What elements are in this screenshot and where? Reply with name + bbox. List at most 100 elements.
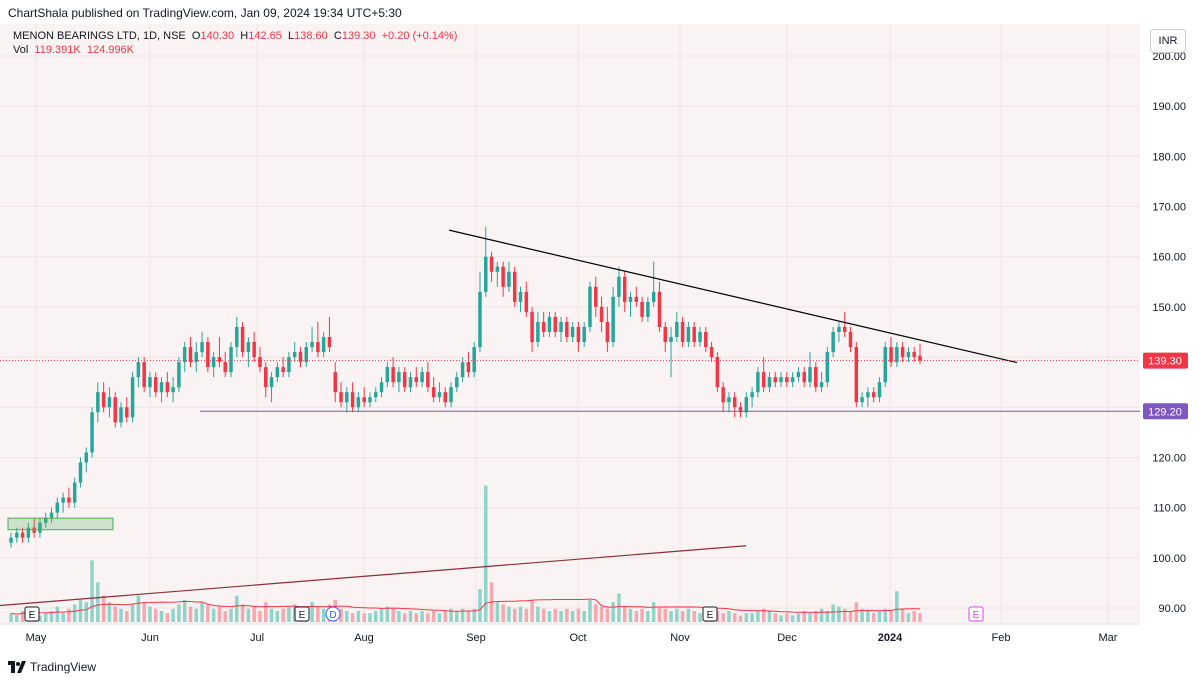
candle bbox=[761, 357, 766, 393]
volume-bar bbox=[229, 608, 233, 622]
candle bbox=[732, 392, 737, 418]
candle-body bbox=[362, 397, 366, 403]
candle bbox=[159, 377, 164, 403]
candle bbox=[107, 387, 112, 418]
volume-bar bbox=[223, 611, 227, 622]
candle-body bbox=[588, 286, 592, 327]
candle bbox=[67, 487, 71, 508]
candle bbox=[298, 347, 303, 368]
candle-body bbox=[675, 321, 679, 338]
candle bbox=[437, 382, 442, 403]
volume-bar bbox=[194, 608, 199, 622]
candle-body bbox=[582, 326, 586, 343]
candle-body bbox=[651, 291, 656, 302]
candle-body bbox=[240, 326, 245, 353]
volume-bar bbox=[148, 606, 152, 622]
tradingview-logo[interactable]: TradingView bbox=[8, 660, 96, 674]
volume-bar bbox=[119, 608, 123, 622]
candle bbox=[802, 367, 806, 388]
candle bbox=[84, 447, 89, 473]
high-value: 142.65 bbox=[248, 30, 282, 42]
volume-bar bbox=[182, 600, 187, 622]
volume-bar bbox=[211, 608, 216, 622]
candle bbox=[9, 532, 13, 548]
volume-bar bbox=[61, 613, 65, 622]
volume-bar bbox=[460, 608, 465, 622]
currency-button[interactable]: INR bbox=[1150, 29, 1186, 53]
tradingview-icon bbox=[8, 661, 26, 673]
candle-body bbox=[559, 321, 563, 332]
candle-body bbox=[142, 362, 146, 388]
volume-bar bbox=[796, 613, 801, 622]
candle bbox=[356, 392, 361, 413]
candle-body bbox=[906, 352, 911, 358]
volume-bar bbox=[20, 611, 25, 622]
candle bbox=[316, 321, 320, 358]
close-label: C bbox=[333, 30, 342, 42]
volume-bar bbox=[582, 611, 586, 622]
candle-body bbox=[379, 382, 384, 393]
candle-series bbox=[9, 226, 922, 548]
volume-bar bbox=[657, 606, 662, 622]
candle bbox=[339, 382, 343, 408]
candle bbox=[634, 286, 639, 307]
volume-bar bbox=[49, 611, 54, 622]
earnings-marker-box bbox=[702, 606, 718, 622]
candle bbox=[113, 392, 117, 428]
candle bbox=[292, 342, 297, 363]
publish-header: ChartShala published on TradingView.com,… bbox=[0, 0, 1200, 24]
earnings-marker-box bbox=[24, 606, 40, 622]
volume-bar bbox=[547, 611, 552, 622]
candle bbox=[252, 331, 256, 363]
candle bbox=[327, 316, 332, 353]
volume-bar bbox=[588, 600, 592, 622]
candle bbox=[906, 347, 911, 363]
earnings-marker-box bbox=[294, 606, 310, 622]
volume-bar bbox=[345, 611, 349, 622]
price-tick-label: 200.00 bbox=[1152, 51, 1186, 63]
candle-body bbox=[565, 321, 569, 338]
candle-body bbox=[200, 342, 204, 353]
candle bbox=[663, 321, 667, 353]
footer: TradingView bbox=[0, 652, 1200, 681]
candle bbox=[727, 392, 731, 413]
dividend-marker-label: D bbox=[329, 610, 336, 621]
candle-body bbox=[866, 392, 870, 398]
candle bbox=[675, 311, 679, 343]
candle bbox=[495, 261, 500, 287]
candle bbox=[512, 266, 517, 307]
volume-bar bbox=[287, 606, 291, 622]
candle bbox=[779, 372, 783, 388]
candle-body bbox=[796, 372, 801, 378]
last-price-tag-bg bbox=[1143, 352, 1188, 369]
volume-bar bbox=[565, 608, 569, 622]
volume-bar bbox=[744, 613, 749, 622]
candle-body bbox=[327, 337, 332, 348]
volume-bar bbox=[402, 613, 407, 622]
candle-body bbox=[536, 321, 540, 343]
candle bbox=[287, 352, 291, 378]
volume-bar bbox=[773, 613, 777, 622]
candle bbox=[518, 286, 523, 312]
time-tick-label: Jun bbox=[141, 632, 159, 644]
volume-bar bbox=[368, 613, 372, 622]
candle bbox=[501, 261, 505, 297]
volume-bar bbox=[408, 611, 413, 622]
candle bbox=[715, 352, 720, 393]
candle-body bbox=[767, 377, 772, 388]
candle-body bbox=[9, 537, 13, 543]
candle-body bbox=[732, 397, 737, 408]
volume-bar bbox=[206, 604, 210, 622]
candle-body bbox=[524, 291, 529, 312]
candle bbox=[553, 311, 557, 338]
candle-body bbox=[814, 367, 818, 388]
volume-bar bbox=[756, 611, 760, 622]
candle-body bbox=[217, 357, 222, 363]
candle bbox=[182, 342, 187, 373]
candle bbox=[44, 512, 48, 528]
volume-bar bbox=[918, 613, 922, 622]
candle bbox=[912, 347, 916, 363]
volume-bar bbox=[136, 595, 141, 622]
